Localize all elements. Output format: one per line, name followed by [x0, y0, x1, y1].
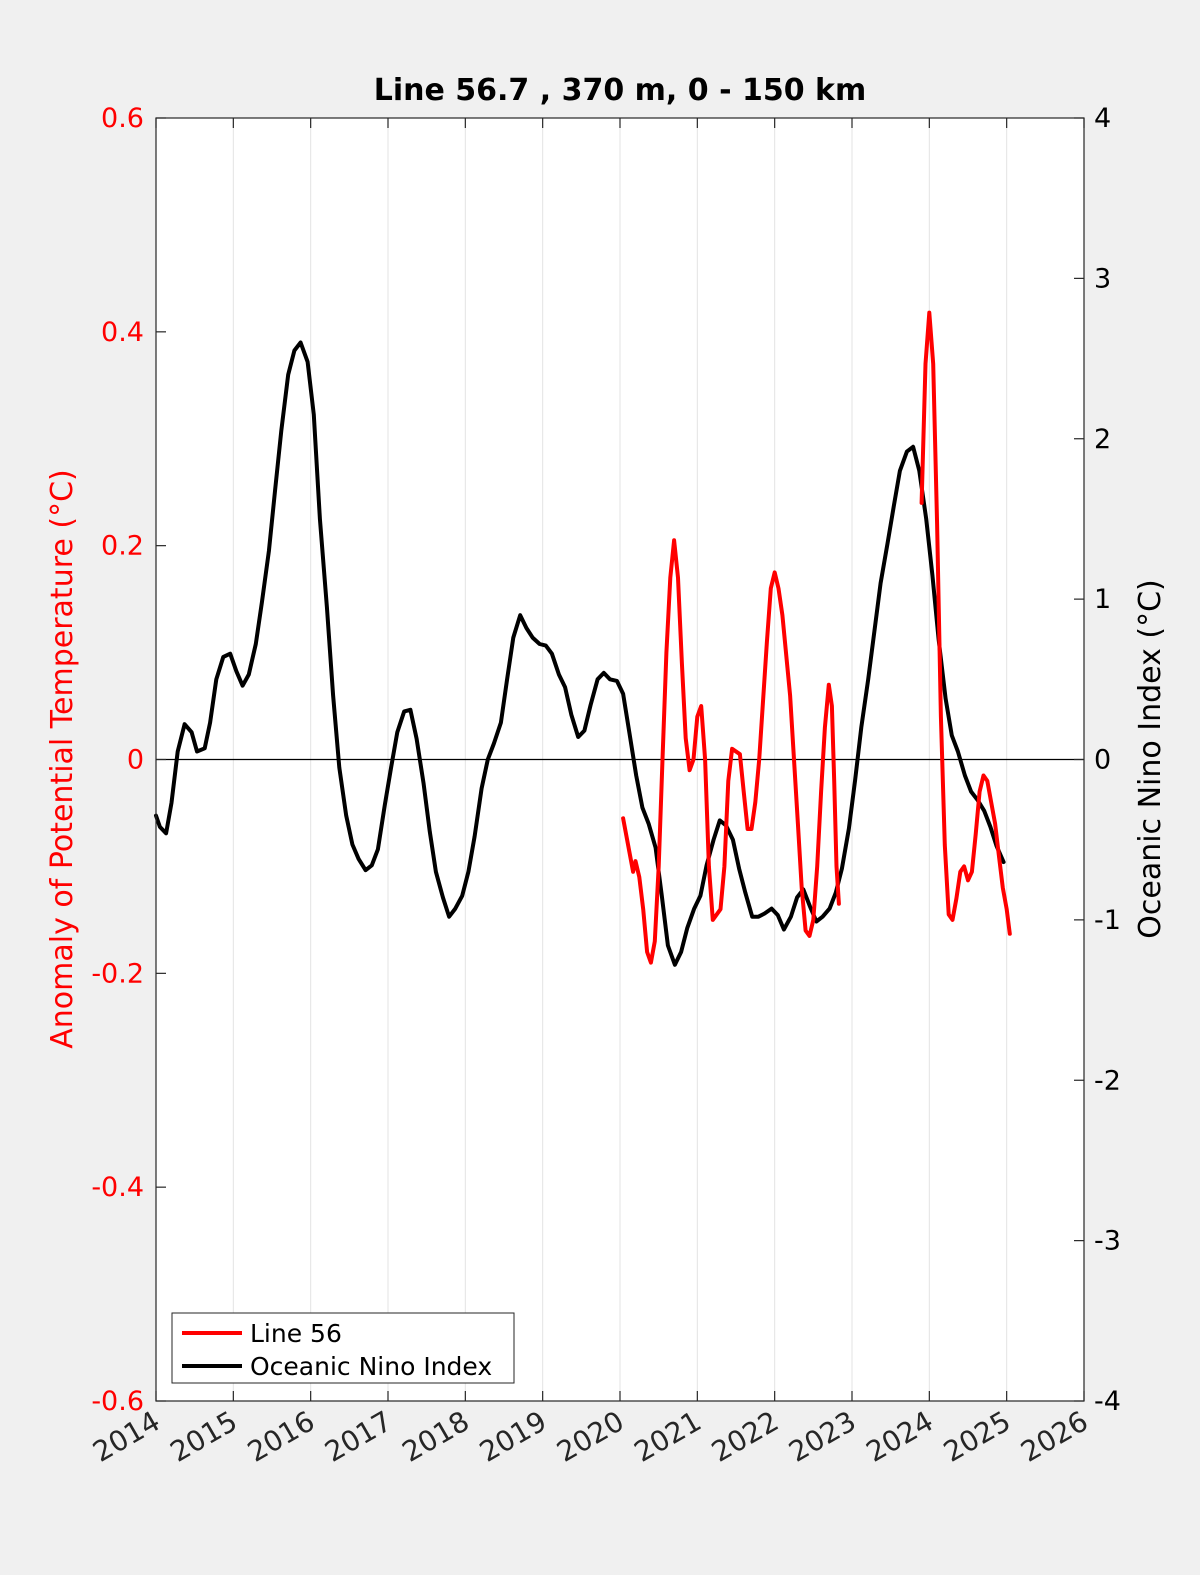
y-left-tick-label-0.2: 0.2: [101, 531, 144, 562]
chart-title: Line 56.7 , 370 m, 0 - 150 km: [374, 73, 867, 108]
y-right-tick-label--3: -3: [1094, 1226, 1121, 1257]
x-tick-label-2017: 2017: [319, 1404, 397, 1468]
y-axis-left: -0.6 -0.4 -0.2 0 0.2 0.4 0.6: [91, 103, 166, 1417]
y-left-tick-label--0.2: -0.2: [91, 958, 144, 989]
legend: Line 56 Oceanic Nino Index: [171, 1312, 515, 1384]
y-left-tick-label--0.6: -0.6: [91, 1386, 144, 1417]
y-right-tick-label-4: 4: [1094, 103, 1111, 134]
x-tick-label-2016: 2016: [242, 1404, 320, 1468]
y-right-tick-label--1: -1: [1094, 905, 1121, 936]
x-tick-label-2020: 2020: [551, 1404, 629, 1468]
series-line-oceanic-nino-index: [154, 340, 1006, 967]
y-left-tick-label--0.4: -0.4: [91, 1172, 144, 1203]
x-tick-label-2025: 2025: [938, 1404, 1016, 1468]
legend-label-oni: Oceanic Nino Index: [250, 1352, 492, 1381]
x-tick-label-2026: 2026: [1015, 1404, 1093, 1468]
y-axis-right: -4 -3 -2 -1 0 1 2 3 4: [1074, 103, 1121, 1417]
y-right-tick-label--2: -2: [1094, 1065, 1121, 1096]
y-right-tick-label-2: 2: [1094, 424, 1111, 455]
x-tick-label-2022: 2022: [706, 1404, 784, 1468]
y-axis-left-label: Anomaly of Potential Temperature (°C): [45, 469, 80, 1048]
y-left-tick-label-0.4: 0.4: [101, 317, 144, 348]
x-tick-label-2015: 2015: [165, 1404, 243, 1468]
series-line-line-56: [621, 310, 1012, 965]
y-axis-right-label: Oceanic Nino Index (°C): [1133, 579, 1168, 939]
legend-label-line-56: Line 56: [250, 1319, 342, 1348]
y-right-tick-label-3: 3: [1094, 263, 1111, 294]
x-tick-label-2021: 2021: [629, 1404, 707, 1468]
x-tick-label-2023: 2023: [783, 1404, 861, 1468]
y-left-tick-label-0.6: 0.6: [101, 103, 144, 134]
x-tick-label-2019: 2019: [474, 1404, 552, 1468]
y-left-tick-label-0: 0: [127, 745, 144, 776]
x-tick-label-2024: 2024: [861, 1404, 939, 1468]
legend-box: [171, 1312, 515, 1384]
y-right-tick-label--4: -4: [1094, 1386, 1121, 1417]
y-right-tick-label-0: 0: [1094, 745, 1111, 776]
series-layer: [154, 310, 1012, 967]
y-right-tick-label-1: 1: [1094, 584, 1111, 615]
x-tick-label-2018: 2018: [397, 1404, 475, 1468]
